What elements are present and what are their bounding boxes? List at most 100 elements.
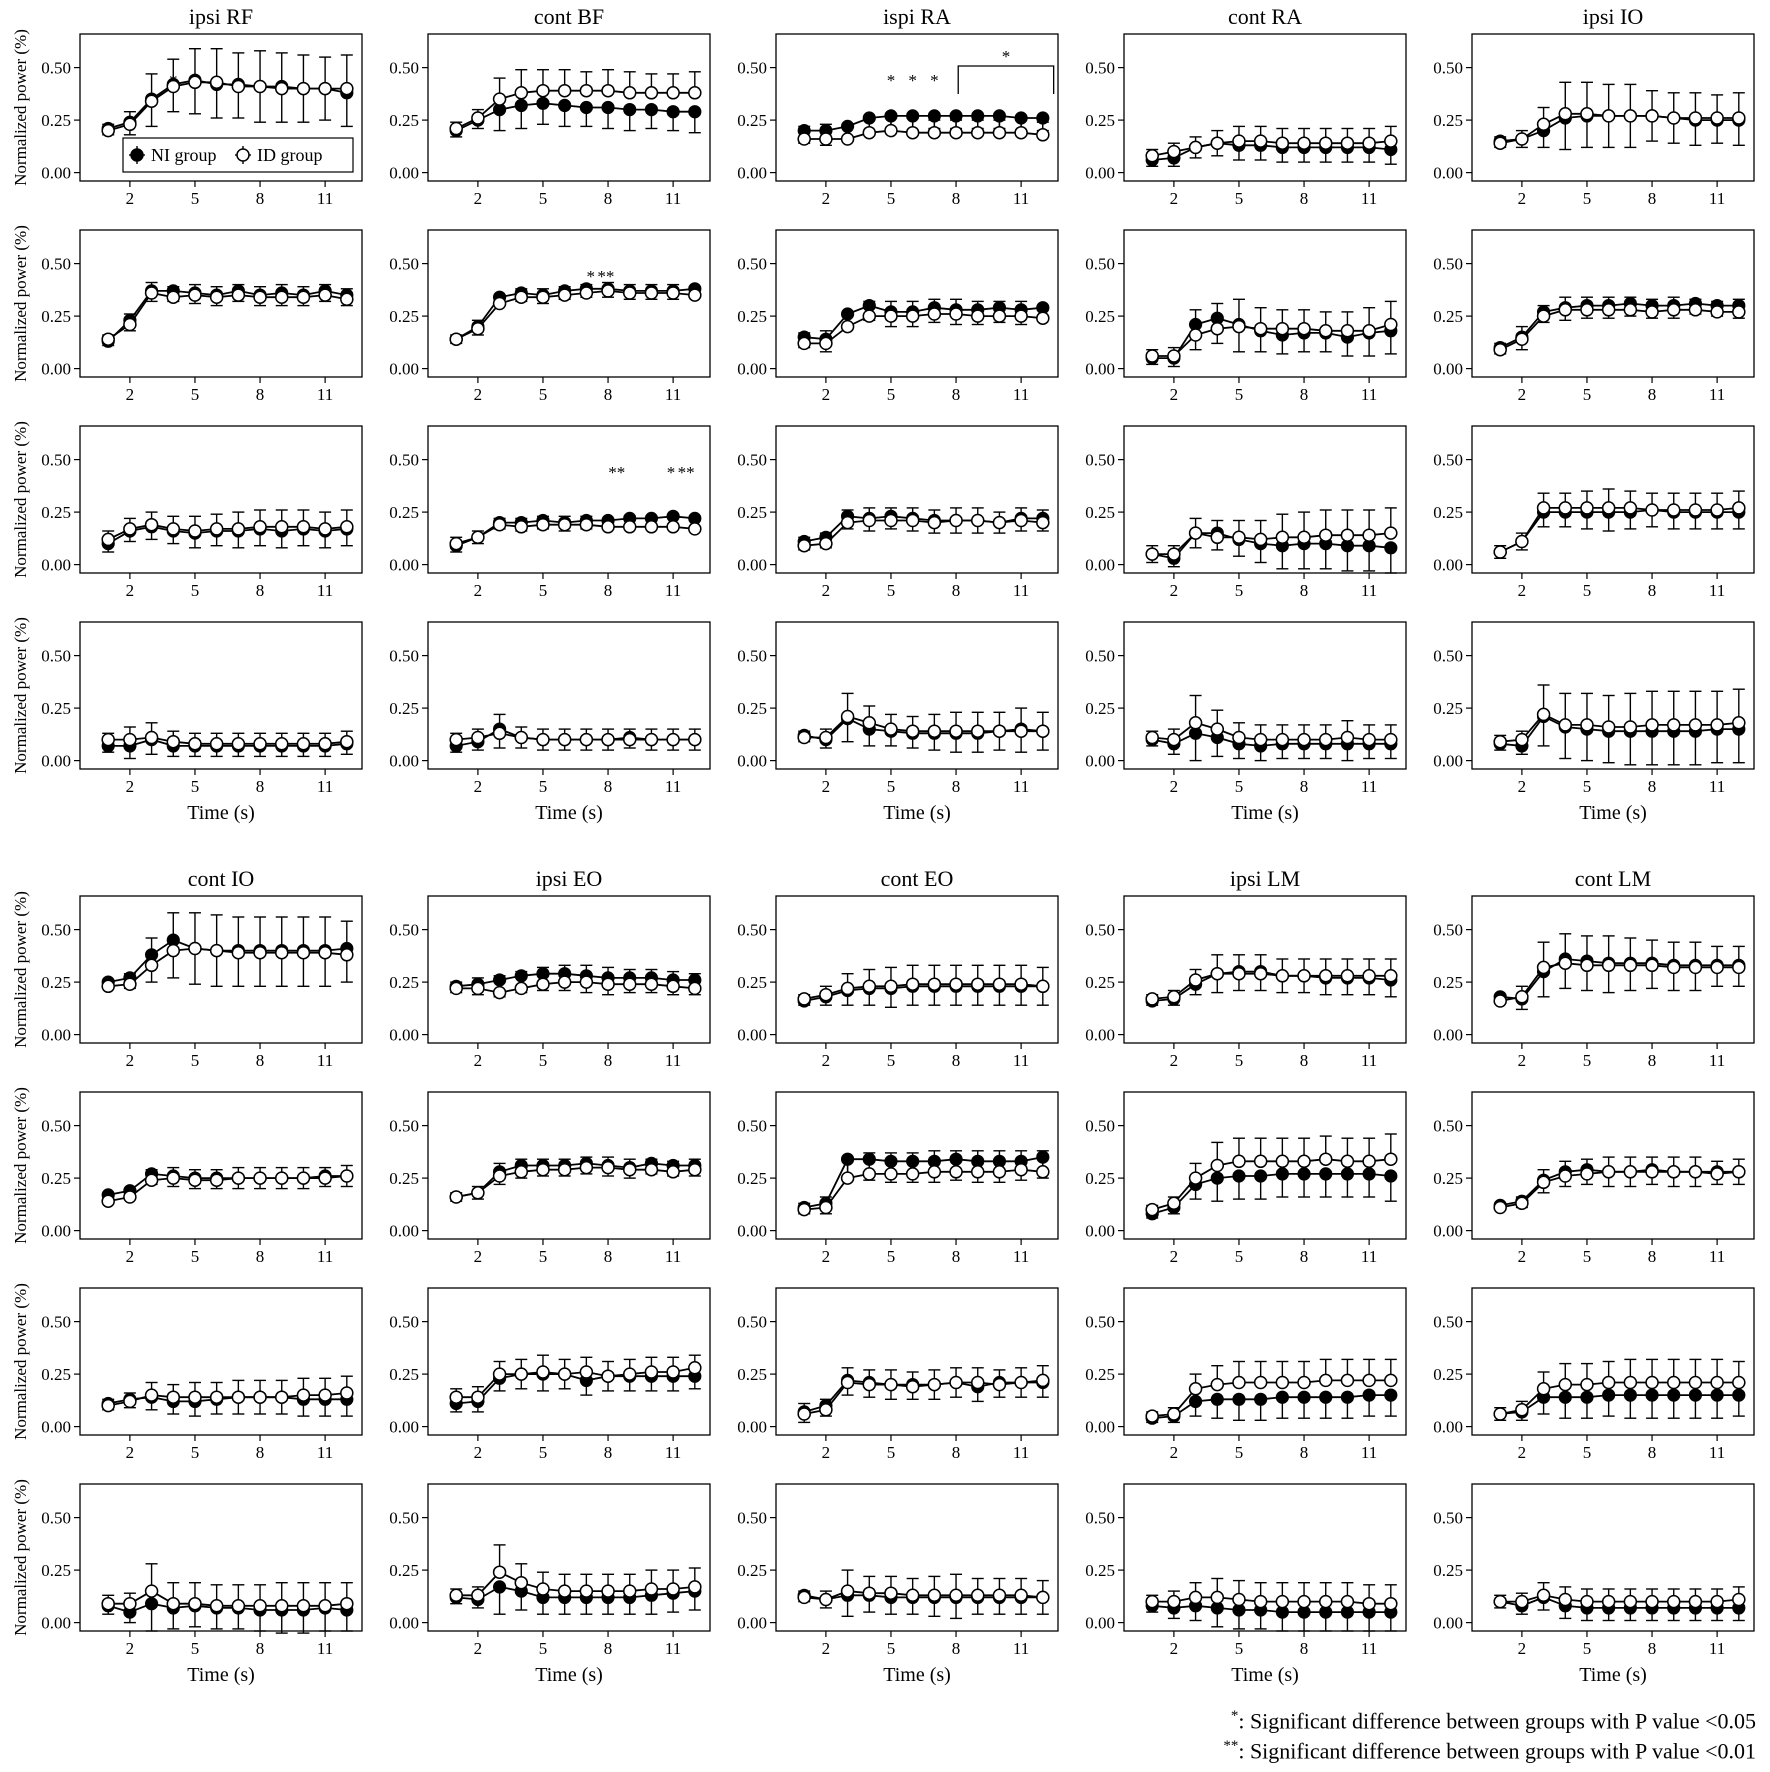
panel-frame <box>1123 33 1407 182</box>
panel-frame <box>79 425 363 574</box>
point-id <box>644 86 659 100</box>
y-tick-label: 0.50 <box>1085 1509 1115 1528</box>
point-id <box>1036 1590 1050 1605</box>
x-axis-label: Time (s) <box>535 802 603 824</box>
point-id <box>1710 1594 1724 1609</box>
y-tick-label: 0.25 <box>41 1169 71 1188</box>
point-id <box>992 515 1007 530</box>
point-id <box>1318 969 1333 983</box>
point-id <box>1297 530 1311 545</box>
point-id <box>1601 1375 1616 1390</box>
series-line-ni <box>1500 715 1739 747</box>
x-axis-label: Time (s) <box>187 802 255 824</box>
y-tick-label: 0.00 <box>389 1418 419 1437</box>
legend: NI group ID group <box>122 137 354 173</box>
point-id <box>1014 977 1028 991</box>
y-tick-label: 0.00 <box>41 752 71 771</box>
y-tick-label: 0.50 <box>389 255 419 274</box>
x-tick-label: 5 <box>1583 189 1592 208</box>
x-tick-label: 11 <box>317 581 333 600</box>
panel-ispi-ra-row1: ispi RA 0.00 0.25 0.50 2 5 8 11 * * * * <box>737 4 1059 208</box>
point-ni <box>1232 1169 1246 1183</box>
series-line-ni <box>804 1156 1043 1209</box>
point-id <box>992 1165 1007 1179</box>
series-line-ni <box>107 289 347 342</box>
x-tick-label: 5 <box>887 1443 896 1462</box>
x-axis-label: Time (s) <box>1579 1664 1647 1686</box>
panel-frame <box>775 1483 1059 1632</box>
point-id <box>1645 718 1659 732</box>
panel-frame <box>775 621 1059 770</box>
point-id <box>1384 1596 1398 1611</box>
point-id <box>1232 134 1246 148</box>
point-id <box>492 1169 507 1183</box>
panel-cont-ra-row4: 0.00 0.25 0.50 2 5 8 11 Time (s) <box>1085 621 1407 824</box>
x-tick-label: 11 <box>665 581 681 600</box>
point-id <box>1623 1375 1638 1390</box>
point-id <box>927 125 942 140</box>
point-id <box>449 732 463 747</box>
point-id <box>819 1403 833 1417</box>
point-ni <box>1580 1390 1594 1404</box>
point-id <box>209 943 224 958</box>
y-tick-label: 0.25 <box>41 111 71 130</box>
point-id <box>970 977 985 991</box>
x-tick-label: 5 <box>1583 581 1592 600</box>
y-tick-label: 0.00 <box>1085 360 1115 379</box>
x-tick-label: 8 <box>1300 1051 1309 1070</box>
panel-cont-bf-row3: 0.000.250.502 5 8 11** * ** <box>389 425 711 600</box>
y-tick-label: 0.00 <box>389 1026 419 1045</box>
x-tick-label: 2 <box>1170 1247 1179 1266</box>
panel-frame <box>1123 1483 1407 1632</box>
point-id <box>296 290 311 304</box>
point-id <box>166 1390 181 1404</box>
point-id <box>840 132 855 146</box>
point-id <box>1167 1594 1181 1609</box>
y-tick-label: 0.50 <box>737 921 767 940</box>
point-id <box>970 1165 985 1179</box>
series-line-id <box>455 289 695 341</box>
point-id <box>1558 718 1573 732</box>
point-id <box>166 290 181 304</box>
panel-ipsi-eo-row1: ipsi EO 0.00 0.25 0.50 2 5 8 11 <box>389 866 711 1070</box>
point-ni <box>1340 1390 1355 1404</box>
panel-cont-lm-row1: cont LM 0.00 0.25 0.50 2 5 8 11 <box>1433 866 1755 1070</box>
y-tick-label: 0.50 <box>1085 451 1115 470</box>
y-tick-label: 0.50 <box>1433 647 1463 666</box>
point-id <box>1666 503 1681 517</box>
y-tick-label: 0.50 <box>737 1313 767 1332</box>
y-tick-label: 0.00 <box>737 360 767 379</box>
y-tick-label: 0.00 <box>1433 556 1463 575</box>
point-id <box>231 945 246 960</box>
point-id <box>1036 1373 1050 1388</box>
point-id <box>970 1375 985 1390</box>
point-id <box>992 977 1007 991</box>
point-id <box>1384 969 1398 983</box>
point-id <box>1493 734 1507 749</box>
point-id <box>1340 136 1355 150</box>
point-id <box>1167 990 1181 1004</box>
y-tick-label: 0.25 <box>1085 973 1115 992</box>
significance-mark: * <box>667 463 676 482</box>
y-tick-label: 0.25 <box>737 503 767 522</box>
legend-label: ID group <box>257 145 323 165</box>
point-id <box>622 1162 637 1177</box>
point-id <box>557 517 572 532</box>
point-id <box>1515 1594 1529 1609</box>
x-tick-label: 8 <box>952 189 961 208</box>
x-tick-label: 2 <box>1518 777 1527 796</box>
point-id <box>666 286 680 300</box>
x-tick-label: 8 <box>952 1247 961 1266</box>
y-tick-label: 0.00 <box>737 1026 767 1045</box>
x-tick-label: 2 <box>474 1639 483 1658</box>
point-id <box>1688 303 1703 317</box>
point-id <box>536 1162 550 1177</box>
point-id <box>905 309 920 323</box>
series-line-ni <box>456 728 695 747</box>
point-id <box>862 309 877 323</box>
y-tick-label: 0.50 <box>1433 1313 1463 1332</box>
point-id <box>318 81 332 96</box>
point-ni <box>862 1152 876 1166</box>
y-axis-label: Normalized power (%) <box>11 1479 30 1636</box>
x-tick-label: 8 <box>256 1639 265 1658</box>
